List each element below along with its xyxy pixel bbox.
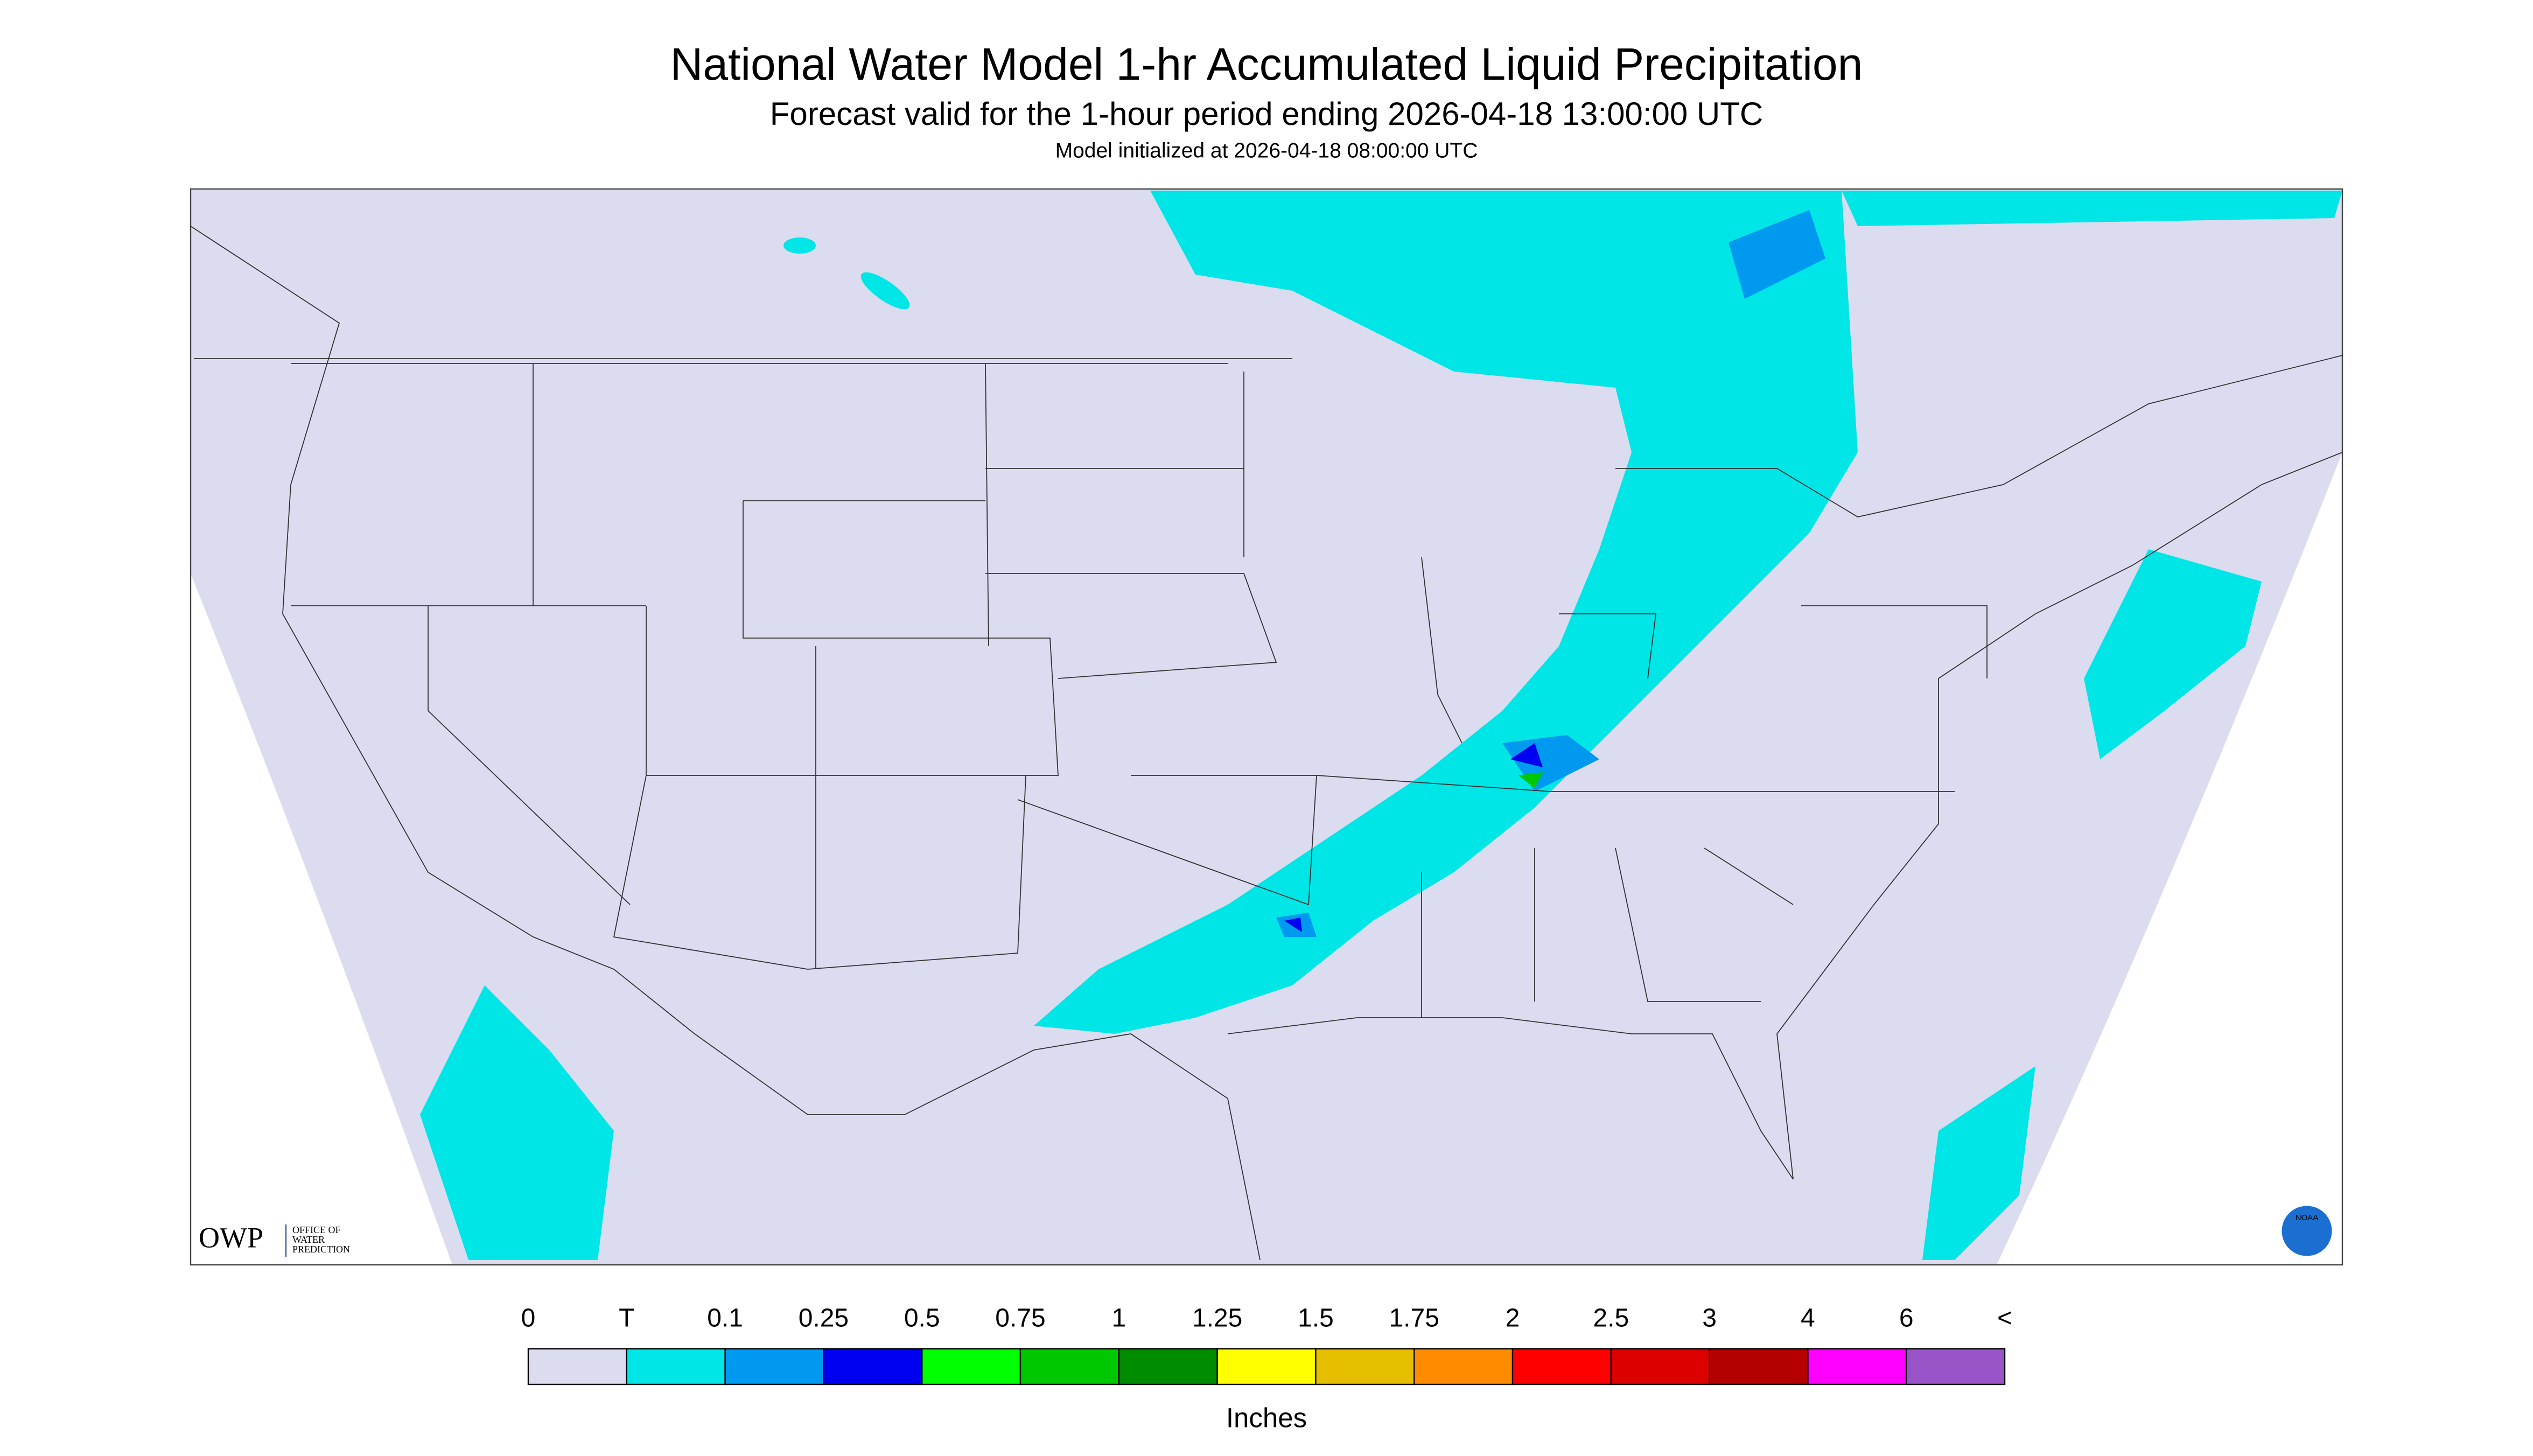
precip-areas — [420, 191, 2342, 1261]
precip-band — [1034, 191, 1858, 1034]
legend-swatch — [1709, 1348, 1809, 1385]
legend-label: 0 — [521, 1304, 536, 1333]
precip-green — [1519, 772, 1543, 789]
precip-band — [783, 237, 816, 254]
precip-band — [1842, 191, 2342, 227]
legend-swatch — [527, 1348, 628, 1385]
legend-swatch — [1610, 1348, 1710, 1385]
init-time: Model initialized at 2026-04-18 08:00:00… — [1055, 139, 1478, 162]
legend-swatch — [1019, 1348, 1120, 1385]
legend-swatch — [1315, 1348, 1415, 1385]
noaa-logo — [2280, 1204, 2334, 1258]
legend-label: 3 — [1702, 1304, 1717, 1333]
legend-swatch — [1807, 1348, 1907, 1385]
legend-swatch — [626, 1348, 726, 1385]
owp-text: PREDICTION — [292, 1244, 350, 1255]
legend-label: < — [1997, 1304, 2012, 1333]
legend-label: 2 — [1506, 1304, 1520, 1333]
noaa-text: NOAA — [2296, 1213, 2319, 1222]
precip-heavier — [1276, 210, 1825, 937]
subtitle: Forecast valid for the 1-hour period end… — [770, 96, 1763, 132]
legend-swatch — [921, 1348, 1021, 1385]
legend-label: 0.1 — [707, 1304, 743, 1333]
legend-label: 0.25 — [799, 1304, 849, 1333]
title: National Water Model 1-hr Accumulated Li… — [670, 39, 1863, 89]
precip-band — [1922, 1066, 2035, 1261]
legend-label: 2.5 — [1593, 1304, 1629, 1333]
owp-logo: OWP — [199, 1221, 263, 1254]
legend: 0 T 0.1 0.25 0.5 0.75 1 1.25 1.5 1.75 2 2.5 3 4 6 < — [521, 1304, 2012, 1385]
legend-swatch — [823, 1348, 923, 1385]
precip-band — [2084, 549, 2262, 760]
legend-unit: Inches — [1226, 1402, 1307, 1433]
owp-text: WATER — [292, 1234, 325, 1245]
legend-swatch — [1118, 1348, 1218, 1385]
precip-band — [420, 985, 614, 1261]
boundaries — [190, 226, 2343, 1261]
legend-swatch — [724, 1348, 824, 1385]
owp-text: OFFICE OF — [292, 1224, 341, 1235]
legend-label: T — [619, 1304, 634, 1333]
map-frame — [190, 188, 2343, 1266]
legend-label: 1.5 — [1298, 1304, 1334, 1333]
legend-swatch — [1905, 1348, 2006, 1385]
legend-label: 1.25 — [1192, 1304, 1242, 1333]
legend-label: 6 — [1899, 1304, 1914, 1333]
legend-label: 4 — [1801, 1304, 1815, 1333]
map-panel: OWP OFFICE OF WATER PREDICTION NOAA — [190, 188, 2343, 1266]
projection-edge — [1997, 452, 2342, 1265]
legend-label: 1 — [1111, 1304, 1126, 1333]
precip-band — [860, 272, 910, 310]
legend-label: 0.75 — [995, 1304, 1045, 1333]
legend-swatch — [1414, 1348, 1514, 1385]
legend-label: 1.75 — [1389, 1304, 1439, 1333]
legend-swatch — [1512, 1348, 1612, 1385]
legend-swatch — [1216, 1348, 1317, 1385]
legend-label: 0.5 — [904, 1304, 940, 1333]
projection-edge — [191, 573, 452, 1265]
